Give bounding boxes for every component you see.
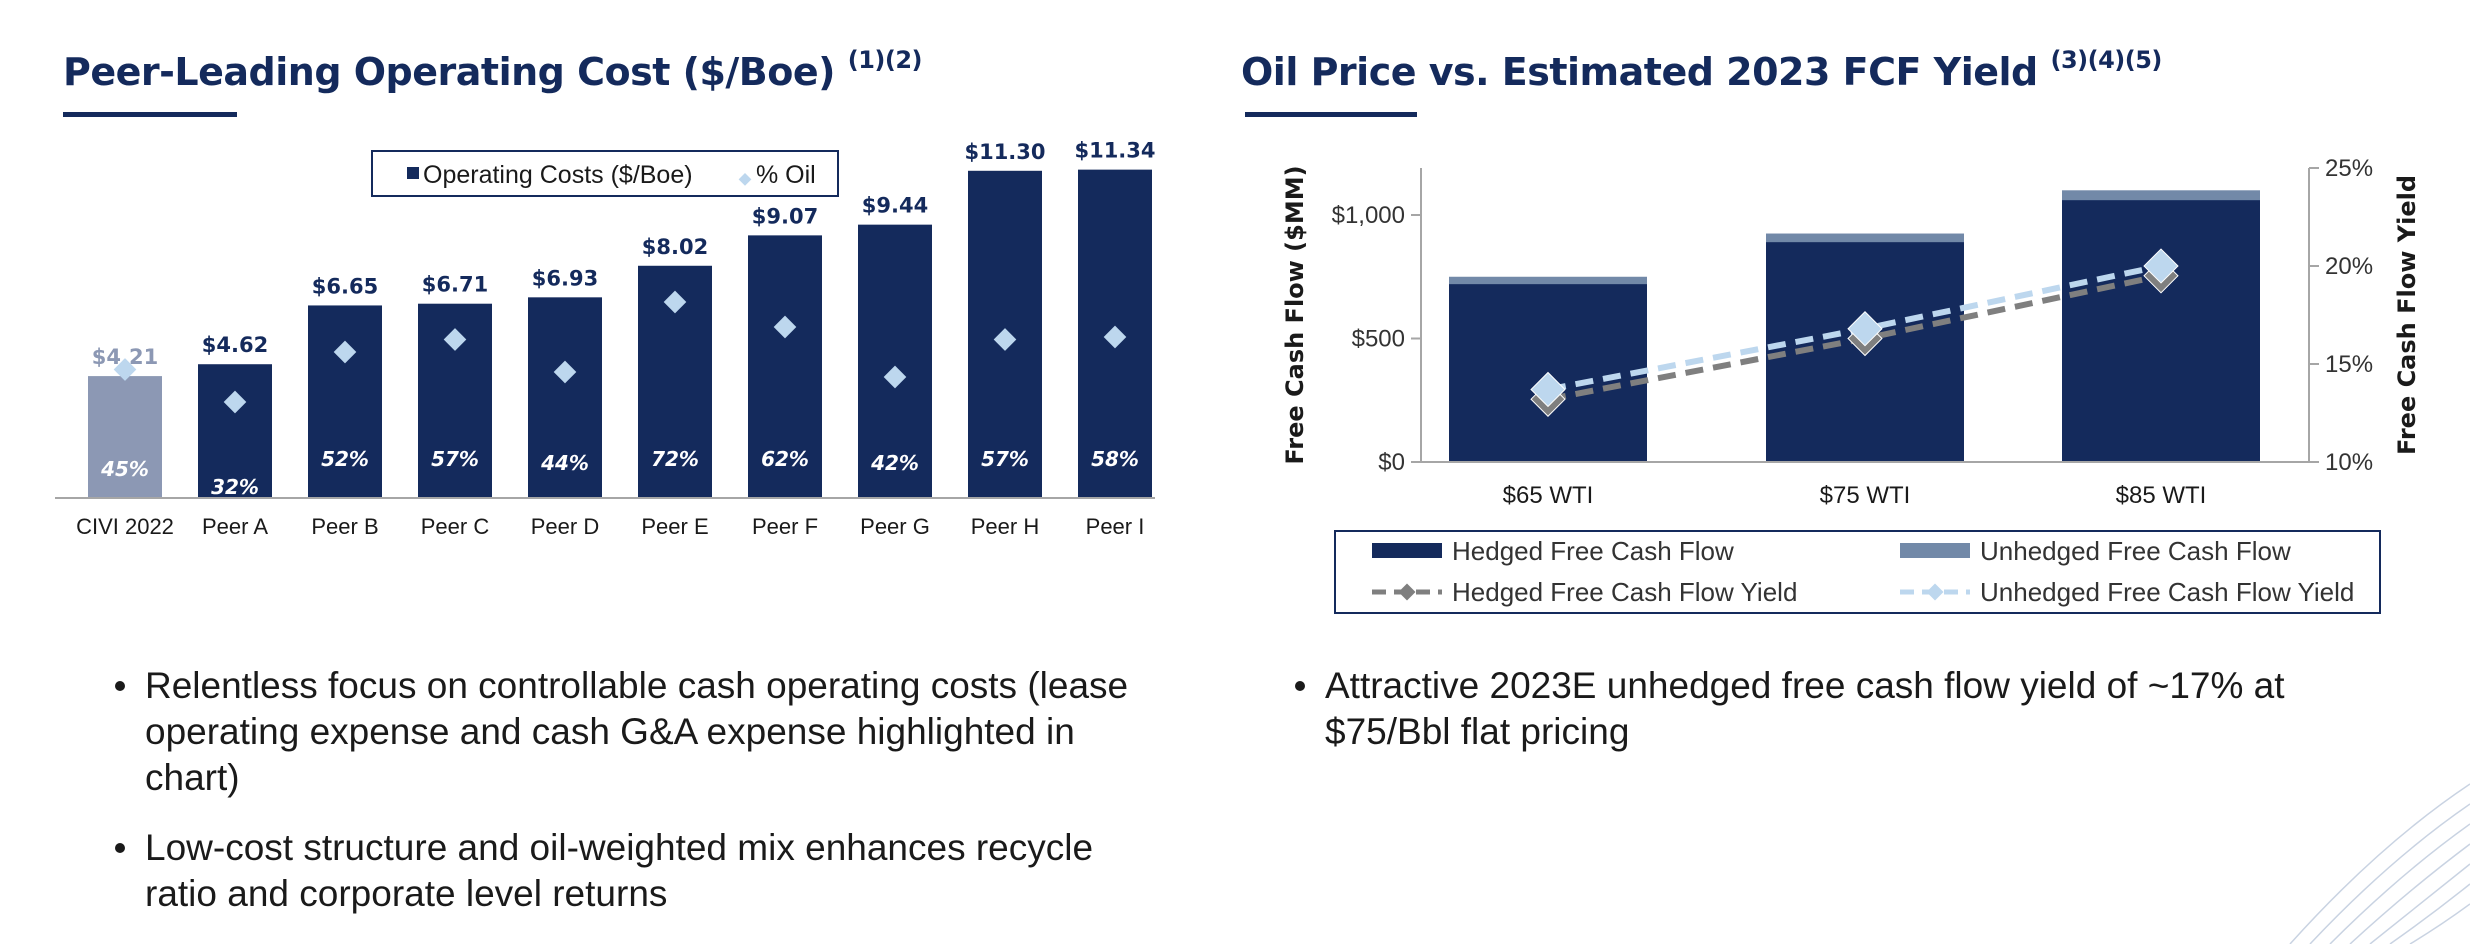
category-label-peer-d: Peer D [531,514,599,539]
fcf-left-tick-label-1: $500 [1352,326,1405,353]
bar-peer-d [528,297,602,498]
left-bullets: Relentless focus on controllable cash op… [113,663,1163,941]
fcf-y2-axis-title: Free Cash Flow Yield [2393,175,2421,455]
bar-value-label-peer-d: $6.93 [532,266,598,290]
right-bullet-1: Attractive 2023E unhedged free cash flow… [1293,663,2373,755]
bullet-dot [115,843,125,853]
right-bullets: Attractive 2023E unhedged free cash flow… [1293,663,2373,779]
legend-label-unhedged-free-cash-flow: Unhedged Free Cash Flow [1980,536,2291,566]
bar-value-label-peer-c: $6.71 [422,273,488,297]
bullet-dot [115,681,125,691]
operating-cost-legend: Operating Costs ($/Boe) % Oil [371,150,839,197]
bullet-dot [1295,681,1305,691]
right-panel-title-text: Oil Price vs. Estimated 2023 FCF Yield [1241,50,2038,94]
left-bullet-1: Relentless focus on controllable cash op… [113,663,1163,801]
decorative-arcs-graphic [2289,783,2470,944]
fcf-category-label-85-wti: $85 WTI [2116,482,2207,509]
unhedged-yield-point-85-wti [2143,248,2179,284]
bar-peer-b [308,305,382,498]
right-bullet-1-text: Attractive 2023E unhedged free cash flow… [1325,665,2285,752]
left-bullet-2: Low-cost structure and oil-weighted mix … [113,825,1163,917]
fcf-category-label-75-wti: $75 WTI [1820,482,1911,509]
category-label-peer-c: Peer C [421,514,490,539]
right-panel-title: Oil Price vs. Estimated 2023 FCF Yield (… [1241,46,2162,94]
category-label-peer-f: Peer F [752,514,818,539]
left-panel-title-text: Peer-Leading Operating Cost ($/Boe) [63,50,835,94]
left-bullet-1-text: Relentless focus on controllable cash op… [145,665,1129,798]
oil-pct-label-peer-d: 44% [540,451,589,475]
oil-pct-label-peer-h: 57% [981,447,1029,471]
fcf-right-tick-label-1: 15% [2325,351,2373,378]
hedged-fcf-bar-85-wti [2062,200,2260,462]
fcf-right-tick-label-3: 25% [2325,155,2373,182]
legend-swatch-hedged-free-cash-flow [1372,543,1442,558]
oil-pct-label-peer-e: 72% [651,447,699,471]
category-label-peer-h: Peer H [971,514,1039,539]
legend-swatch-unhedged-free-cash-flow [1900,543,1970,558]
left-title-underline [63,112,237,117]
bar-peer-f [748,235,822,498]
fcf-bars [1449,190,2260,463]
fcf-left-tick-label-0: $0 [1378,449,1405,476]
legend-operating-costs-swatch [407,167,419,179]
right-title-underline [1245,112,1417,117]
fcf-right-tick-label-2: 20% [2325,253,2373,280]
fcf-left-tick-label-2: $1,000 [1332,202,1405,229]
legend-label-hedged-free-cash-flow-yield: Hedged Free Cash Flow Yield [1452,577,1797,607]
oil-pct-label-peer-i: 58% [1091,447,1139,471]
bar-value-label-peer-a: $4.62 [202,333,268,357]
oil-pct-label-peer-a: 32% [211,475,259,499]
oil-pct-label-peer-g: 42% [870,451,919,475]
legend-label-hedged-free-cash-flow: Hedged Free Cash Flow [1452,536,1734,566]
fcf-y-axis-title: Free Cash Flow ($MM) [1281,165,1309,464]
bar-value-label-peer-b: $6.65 [312,274,378,298]
category-label-peer-i: Peer I [1086,514,1145,539]
fcf-legend: Hedged Free Cash Flow Unhedged Free Cash … [1334,530,2381,614]
fcf-right-tick-label-0: 10% [2325,449,2373,476]
bar-value-label-peer-h: $11.30 [964,140,1045,164]
category-label-peer-b: Peer B [311,514,378,539]
bar-value-label-peer-g: $9.44 [862,194,928,218]
fcf-axes: $65 WTI $75 WTI $85 WTI $0 $500 $1,000 10% 15% 2… [1281,155,2421,509]
legend-operating-costs-label: Operating Costs ($/Boe) [423,161,693,189]
bar-civi-2022 [88,376,162,498]
right-panel-title-refs: (3)(4)(5) [2050,46,2162,74]
left-bullet-2-text: Low-cost structure and oil-weighted mix … [145,827,1094,914]
oil-pct-label-peer-f: 62% [761,447,809,471]
fcf-yield-lines [1530,248,2179,417]
category-label-peer-e: Peer E [641,514,708,539]
oil-pct-label-civi-2022: 45% [100,457,149,481]
fcf-category-label-65-wti: $65 WTI [1503,482,1594,509]
bar-peer-g [858,224,932,498]
bar-value-label-peer-i: $11.34 [1074,139,1155,163]
bar-peer-a [198,364,272,498]
fcf-yield-chart: $65 WTI $75 WTI $85 WTI $0 $500 $1,000 10% 15% 2… [1281,155,2421,614]
category-label-peer-a: Peer A [202,514,268,539]
bar-value-label-peer-f: $9.07 [752,204,818,228]
legend-pct-oil-label: % Oil [756,161,816,189]
category-label-peer-g: Peer G [860,514,930,539]
fcf-legend-frame [1334,530,2381,614]
oil-pct-label-peer-b: 52% [321,447,369,471]
unhedged-yield-point-75-wti [1847,311,1883,347]
legend-frame [371,150,839,197]
legend-label-unhedged-free-cash-flow-yield: Unhedged Free Cash Flow Yield [1980,577,2354,607]
oil-pct-label-peer-c: 57% [431,447,479,471]
bar-value-label-peer-e: $8.02 [642,235,708,259]
unhedged-yield-point-65-wti [1530,371,1566,408]
left-panel-title-refs: (1)(2) [847,46,923,74]
left-panel-title: Peer-Leading Operating Cost ($/Boe) (1)(… [63,46,923,94]
category-label-civi-2022: CIVI 2022 [76,514,174,539]
